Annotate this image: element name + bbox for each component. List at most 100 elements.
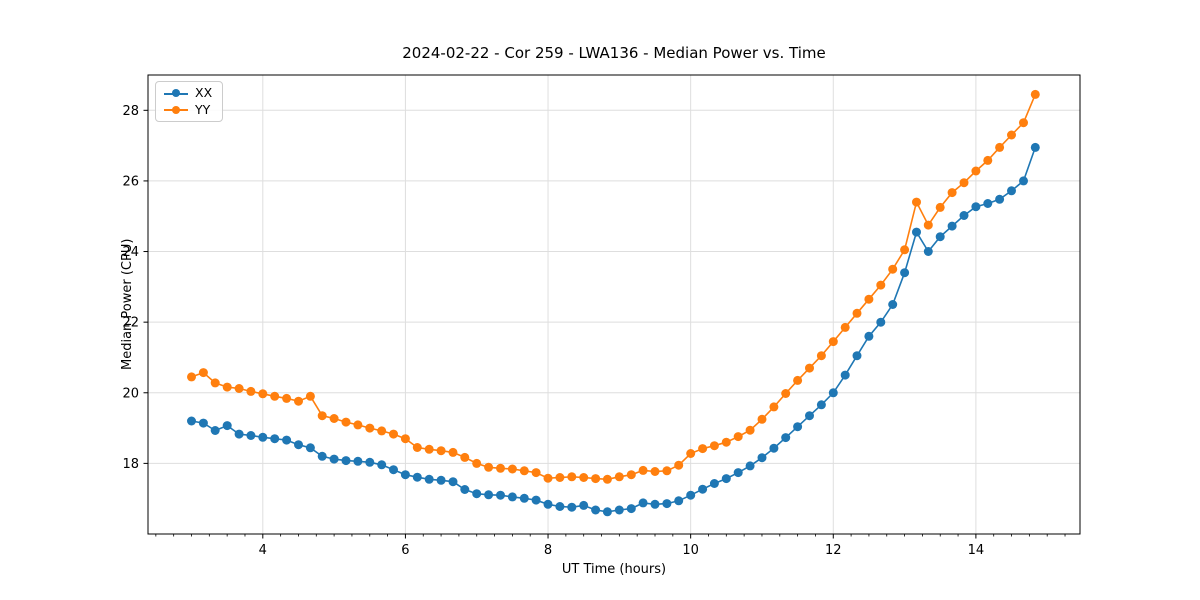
data-point-xx: [341, 456, 351, 466]
data-point-xx: [448, 477, 458, 487]
data-point-xx: [959, 211, 969, 220]
data-point-yy: [353, 420, 363, 430]
data-point-xx: [1019, 176, 1028, 186]
data-point-xx: [769, 443, 779, 453]
data-point-xx: [270, 434, 280, 444]
data-point-yy: [995, 142, 1005, 152]
data-point-yy: [1030, 89, 1040, 99]
data-point-yy: [496, 463, 505, 473]
data-point-xx: [947, 221, 957, 231]
data-point-xx: [222, 421, 232, 431]
data-point-xx: [496, 490, 505, 500]
data-point-xx: [662, 499, 672, 509]
y-tick-label: 18: [122, 457, 139, 472]
y-tick-label: 26: [122, 174, 139, 189]
data-point-yy: [935, 202, 945, 212]
data-point-xx: [329, 454, 339, 464]
data-point-xx: [698, 484, 708, 494]
data-point-xx: [781, 433, 791, 443]
data-point-yy: [662, 466, 672, 476]
data-point-xx: [852, 351, 862, 361]
data-point-xx: [971, 202, 981, 212]
data-point-xx: [757, 453, 767, 463]
data-point-yy: [900, 245, 910, 255]
data-point-yy: [543, 473, 553, 483]
data-point-xx: [602, 507, 612, 517]
data-point-yy: [626, 470, 636, 480]
data-point-yy: [709, 441, 719, 451]
data-point-yy: [472, 458, 482, 468]
data-point-yy: [923, 220, 933, 230]
data-point-xx: [198, 418, 208, 428]
data-point-yy: [377, 426, 387, 436]
data-point-yy: [781, 389, 791, 398]
data-point-xx: [900, 268, 910, 278]
y-axis-label: Median Power (CPU): [120, 238, 135, 370]
data-point-xx: [864, 331, 874, 341]
data-point-yy: [745, 425, 755, 435]
data-point-yy: [1007, 130, 1016, 140]
data-point-xx: [579, 500, 589, 510]
x-tick-label: 10: [682, 543, 699, 558]
data-point-xx: [294, 440, 303, 450]
data-point-xx: [365, 457, 375, 467]
x-tick-label: 8: [544, 543, 552, 558]
data-point-yy: [305, 391, 315, 401]
data-point-yy: [579, 473, 589, 482]
data-point-xx: [353, 456, 363, 466]
data-point-yy: [805, 363, 814, 373]
y-tick-label: 24: [122, 245, 139, 260]
data-point-yy: [733, 432, 743, 442]
data-point-yy: [531, 468, 541, 478]
chart-title: 2024-02-22 - Cor 259 - LWA136 - Median P…: [402, 44, 826, 62]
data-point-yy: [341, 417, 351, 427]
data-point-xx: [258, 432, 268, 442]
data-point-xx: [805, 411, 814, 421]
y-tick-label: 20: [122, 386, 139, 401]
data-point-xx: [377, 460, 387, 470]
data-point-yy: [757, 414, 767, 424]
data-point-yy: [460, 452, 470, 462]
data-point-xx: [412, 472, 422, 482]
data-point-xx: [614, 505, 624, 515]
data-point-xx: [840, 370, 850, 380]
data-point-xx: [983, 199, 993, 208]
data-point-xx: [745, 461, 755, 471]
data-point-xx: [935, 232, 945, 242]
data-point-yy: [947, 188, 957, 198]
data-point-yy: [769, 402, 779, 412]
data-point-xx: [1007, 186, 1016, 196]
data-point-yy: [852, 308, 862, 318]
data-point-yy: [793, 375, 803, 385]
data-point-yy: [198, 368, 208, 378]
data-point-xx: [210, 426, 220, 435]
data-point-yy: [555, 473, 565, 482]
x-tick-label: 14: [968, 543, 985, 558]
data-point-yy: [270, 391, 280, 401]
x-tick-label: 6: [401, 543, 409, 558]
data-point-xx: [567, 502, 577, 512]
data-point-xx: [507, 492, 517, 502]
data-point-xx: [484, 490, 494, 500]
data-point-xx: [816, 400, 826, 410]
data-point-xx: [923, 247, 933, 256]
data-point-yy: [412, 443, 422, 452]
data-point-yy: [365, 423, 375, 433]
series-line-yy: [191, 94, 1037, 481]
data-point-xx: [1030, 142, 1040, 152]
data-point-yy: [282, 393, 292, 403]
data-point-yy: [294, 396, 303, 406]
data-point-xx: [555, 502, 565, 511]
legend-label: XX: [195, 85, 213, 100]
data-point-yy: [912, 197, 921, 207]
data-point-xx: [460, 485, 470, 494]
data-point-yy: [674, 460, 684, 470]
legend-entry-xx: XX: [164, 85, 213, 100]
data-point-xx: [543, 499, 553, 509]
data-point-yy: [840, 322, 850, 332]
data-point-xx: [828, 388, 838, 398]
data-point-xx: [721, 474, 731, 484]
x-axis-label: UT Time (hours): [561, 562, 667, 577]
